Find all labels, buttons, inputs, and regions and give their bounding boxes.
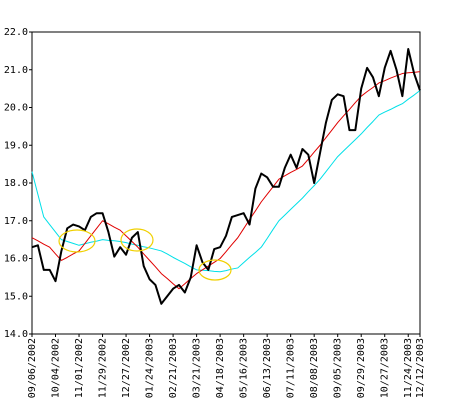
y-tick-label: 21.0 bbox=[4, 65, 28, 76]
y-tick-label: 14.0 bbox=[4, 329, 28, 340]
series-line bbox=[31, 90, 421, 273]
y-tick-label: 16.0 bbox=[4, 254, 28, 265]
x-tick-label: 01/24/2003 bbox=[145, 338, 156, 398]
x-tick-label: 10/04/2002 bbox=[51, 338, 62, 398]
highlight-ellipse bbox=[198, 259, 232, 281]
x-tick-label: 09/29/2003 bbox=[356, 338, 367, 398]
x-tick-label: 06/13/2003 bbox=[262, 338, 273, 398]
x-tick-label: 07/11/2003 bbox=[286, 338, 297, 398]
x-tick-label: 10/27/2003 bbox=[380, 338, 391, 398]
x-tick-label: 02/21/2003 bbox=[168, 338, 179, 398]
x-tick-label: 08/08/2003 bbox=[309, 338, 320, 398]
y-tick-label: 22.0 bbox=[4, 27, 28, 38]
x-tick-label: 12/27/2002 bbox=[121, 338, 132, 398]
x-tick-label: 12/12/2003 bbox=[415, 338, 426, 398]
x-tick-label: 11/29/2002 bbox=[98, 338, 109, 398]
y-tick-label: 17.0 bbox=[4, 216, 28, 227]
x-tick-label: 03/21/2003 bbox=[192, 338, 203, 398]
y-tick-label: 18.0 bbox=[4, 178, 28, 189]
y-tick-label: 20.0 bbox=[4, 103, 28, 114]
highlight-ellipse bbox=[120, 228, 154, 252]
x-tick-label: 11/24/2003 bbox=[403, 338, 414, 398]
series-line bbox=[31, 47, 421, 305]
y-tick-label: 15.0 bbox=[4, 291, 28, 302]
x-tick-label: 04/18/2003 bbox=[215, 338, 226, 398]
y-tick-label: 19.0 bbox=[4, 140, 28, 151]
series-line bbox=[31, 71, 421, 290]
x-tick-label: 09/06/2002 bbox=[27, 338, 38, 398]
x-tick-label: 11/01/2002 bbox=[74, 338, 85, 398]
plot-area bbox=[31, 31, 421, 335]
x-tick-label: 05/16/2003 bbox=[239, 338, 250, 398]
x-tick-label: 09/05/2003 bbox=[333, 338, 344, 398]
highlight-ellipse bbox=[58, 229, 96, 253]
